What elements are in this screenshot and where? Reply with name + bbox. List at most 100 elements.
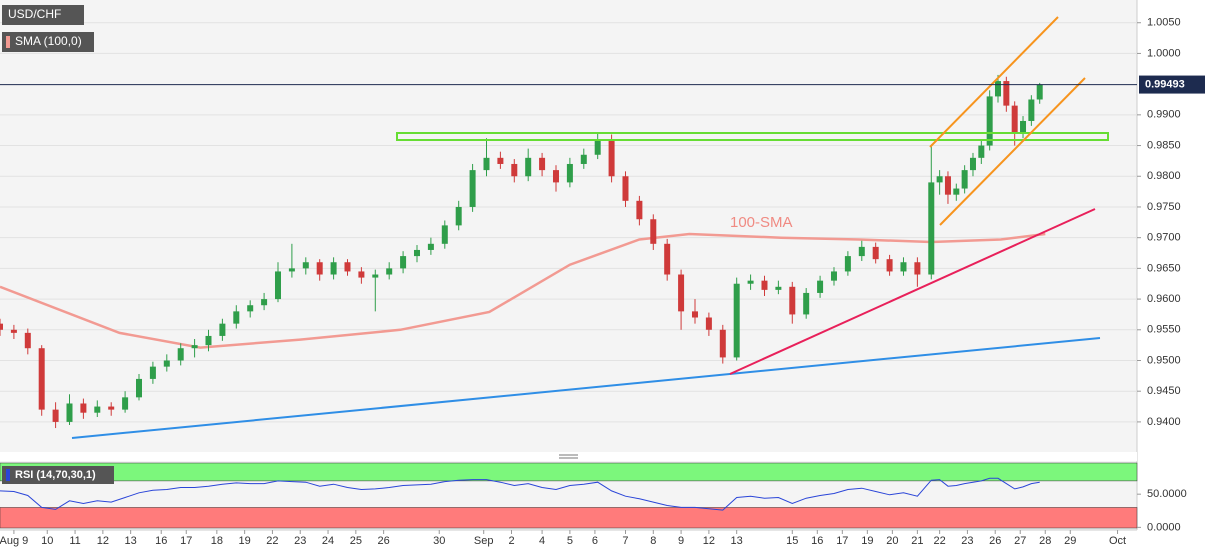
y-tick-label: 1.0050: [1147, 17, 1181, 29]
y-tick-label: 0.9450: [1147, 385, 1181, 397]
candle-body: [733, 283, 740, 358]
candle-body: [995, 81, 1002, 97]
x-tick-label: 23: [961, 535, 973, 547]
candle-body: [580, 154, 587, 164]
last-price-label: 0.99493: [1145, 78, 1185, 90]
candle-body: [978, 145, 985, 158]
y-tick-label: 1.0000: [1147, 47, 1181, 59]
candle-body: [817, 280, 824, 293]
candle-body: [705, 317, 712, 330]
candle-body: [302, 262, 309, 269]
candle-body: [622, 176, 629, 201]
candle-body: [191, 345, 198, 349]
candle-body: [886, 259, 893, 272]
rsi-lower-zone: [0, 507, 1138, 529]
x-tick-label: 29: [1064, 535, 1076, 547]
last-price-box: [1139, 75, 1205, 94]
candle-body: [608, 139, 615, 177]
candle-body: [94, 406, 101, 413]
x-tick-label: Aug 9: [0, 535, 28, 547]
x-tick-label: 13: [731, 535, 743, 547]
candle-body: [789, 286, 796, 315]
candle-body: [497, 157, 504, 164]
y-tick-label: 0.9600: [1147, 293, 1181, 305]
x-tick-label: 20: [886, 535, 898, 547]
x-tick-label: 24: [322, 535, 334, 547]
candle-body: [441, 225, 448, 244]
candle-body: [747, 280, 754, 284]
annotations: [71, 16, 1109, 439]
candle-body: [205, 335, 212, 346]
rsi-upper-zone: [0, 462, 1138, 482]
x-tick-label: 18: [211, 535, 223, 547]
x-tick-label: 27: [1014, 535, 1026, 547]
candle-body: [1020, 120, 1027, 134]
panel-divider: [0, 452, 1137, 461]
legend-swatch: [6, 469, 10, 481]
candle-body: [386, 268, 393, 275]
y-tick-label: 0.9650: [1147, 262, 1181, 274]
candle-body: [969, 157, 976, 171]
x-tick-label: 28: [1039, 535, 1051, 547]
candle-body: [38, 348, 45, 410]
candle-body: [66, 403, 73, 422]
candle-body: [455, 206, 462, 226]
candle-body: [636, 200, 643, 220]
x-tick-label: 26: [989, 535, 1001, 547]
rsi-y-tick-label: 0.0000: [1147, 521, 1181, 533]
candle-body: [961, 170, 968, 189]
candle-body: [469, 170, 476, 207]
candle-body: [1003, 81, 1010, 106]
candle-body: [928, 182, 935, 275]
y-tick-label: 0.9850: [1147, 139, 1181, 151]
marks: [0, 74, 1046, 511]
candle-body: [24, 332, 31, 349]
candle-body: [219, 323, 226, 336]
y-tick-label: 0.9900: [1147, 109, 1181, 121]
y-tick-label: 0.9700: [1147, 232, 1181, 244]
candle-body: [953, 188, 960, 195]
candle-body: [372, 274, 379, 278]
candle-body: [122, 397, 129, 410]
candle-body: [163, 360, 170, 367]
x-tick-label: 4: [539, 535, 545, 547]
legend-box: [2, 5, 84, 25]
candle-body: [719, 329, 726, 358]
candle-body: [914, 262, 921, 275]
candle-body: [691, 311, 698, 318]
candle-body: [330, 262, 337, 275]
x-tick-label: Oct: [1109, 535, 1126, 547]
candle-body: [803, 292, 810, 315]
x-tick-label: Sep: [474, 535, 494, 547]
x-tick-label: 7: [622, 535, 628, 547]
candle-body: [80, 403, 87, 413]
x-tick-label: 16: [811, 535, 823, 547]
x-tick-label: 19: [861, 535, 873, 547]
x-tick-label: 21: [911, 535, 923, 547]
candle-body: [650, 219, 657, 244]
candle-body: [944, 176, 951, 195]
candle-body: [830, 271, 837, 281]
x-tick-label: 15: [786, 535, 798, 547]
x-tick-label: 25: [350, 535, 362, 547]
candle-body: [1028, 99, 1035, 121]
candle-body: [400, 256, 407, 269]
channel-line: [929, 16, 1059, 148]
candle-body: [539, 157, 546, 171]
x-tick-label: 16: [155, 535, 167, 547]
candle-body: [594, 139, 601, 155]
x-tick-label: 8: [650, 535, 656, 547]
candle-body: [566, 163, 573, 183]
y-tick-label: 0.9500: [1147, 354, 1181, 366]
candle-body: [0, 323, 3, 330]
candle-body: [511, 163, 518, 177]
candle-body: [664, 243, 671, 275]
x-tick-label: 17: [180, 535, 192, 547]
candle-body: [872, 246, 879, 260]
x-tick-label: 5: [567, 535, 573, 547]
x-tick-label: 17: [836, 535, 848, 547]
legend-symbol: USD/CHF: [8, 7, 61, 21]
candle-body: [986, 96, 993, 146]
legend-box: [2, 32, 94, 52]
